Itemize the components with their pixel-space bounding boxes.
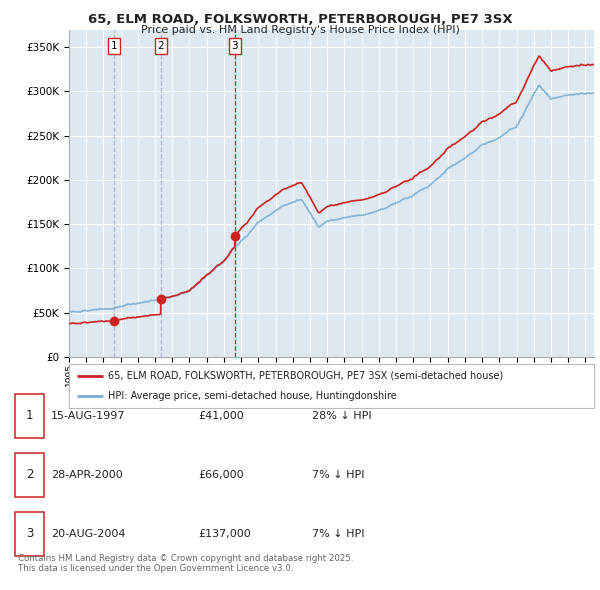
Text: Price paid vs. HM Land Registry's House Price Index (HPI): Price paid vs. HM Land Registry's House … (140, 25, 460, 35)
Text: 2: 2 (26, 468, 33, 481)
Text: 65, ELM ROAD, FOLKSWORTH, PETERBOROUGH, PE7 3SX (semi-detached house): 65, ELM ROAD, FOLKSWORTH, PETERBOROUGH, … (109, 371, 503, 381)
Text: 7% ↓ HPI: 7% ↓ HPI (312, 470, 365, 480)
Text: 20-AUG-2004: 20-AUG-2004 (51, 529, 125, 539)
Text: 28-APR-2000: 28-APR-2000 (51, 470, 123, 480)
Text: £41,000: £41,000 (198, 411, 244, 421)
Text: 28% ↓ HPI: 28% ↓ HPI (312, 411, 371, 421)
Text: 7% ↓ HPI: 7% ↓ HPI (312, 529, 365, 539)
Text: 2: 2 (157, 41, 164, 51)
Text: 1: 1 (26, 409, 33, 422)
Text: 15-AUG-1997: 15-AUG-1997 (51, 411, 125, 421)
Text: 3: 3 (232, 41, 238, 51)
Text: £137,000: £137,000 (198, 529, 251, 539)
Text: 3: 3 (26, 527, 33, 540)
Text: 1: 1 (111, 41, 118, 51)
Text: HPI: Average price, semi-detached house, Huntingdonshire: HPI: Average price, semi-detached house,… (109, 391, 397, 401)
Text: £66,000: £66,000 (198, 470, 244, 480)
Text: Contains HM Land Registry data © Crown copyright and database right 2025.
This d: Contains HM Land Registry data © Crown c… (18, 554, 353, 573)
Text: 65, ELM ROAD, FOLKSWORTH, PETERBOROUGH, PE7 3SX: 65, ELM ROAD, FOLKSWORTH, PETERBOROUGH, … (88, 13, 512, 26)
